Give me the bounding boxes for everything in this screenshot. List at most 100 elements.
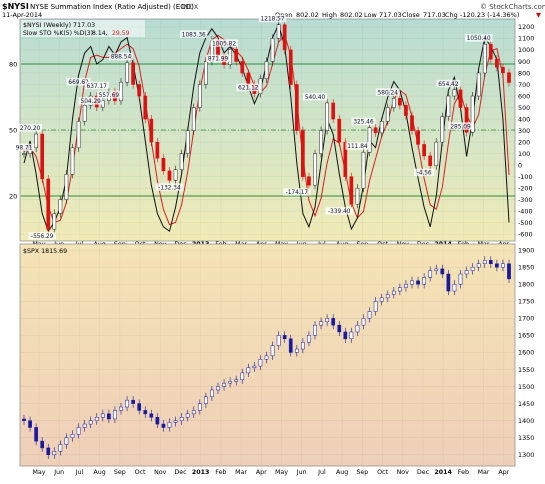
spx-candle xyxy=(452,283,457,292)
x-tick-label: Sep xyxy=(114,469,126,476)
nysi-candle xyxy=(446,95,451,118)
y-tick-label: 1650 xyxy=(518,332,534,340)
nysi-candle xyxy=(404,104,408,116)
open-value: 802.02 xyxy=(296,11,319,19)
annotation-label: 285.09 xyxy=(450,124,471,130)
x-tick-label: 2013 xyxy=(192,469,210,476)
spx-candle xyxy=(234,379,239,382)
spx-candle xyxy=(379,297,384,302)
spx-candle xyxy=(167,422,172,428)
spx-candle xyxy=(398,287,402,292)
spx-candle xyxy=(246,367,251,374)
nysi-candle xyxy=(507,72,511,83)
nysi-candle xyxy=(76,121,81,149)
spx-candle xyxy=(179,416,184,421)
spx-candle xyxy=(282,335,287,340)
spx-candle xyxy=(52,451,57,456)
legend-nysi: $NYSI (Weekly) 717.03 xyxy=(23,22,95,29)
annotation-label: -339.40 xyxy=(328,209,351,215)
spx-candle xyxy=(488,260,493,265)
close-value: 717.03 xyxy=(423,11,446,19)
y-tick-label: 1800 xyxy=(518,281,534,289)
y-tick-label: 0 xyxy=(518,161,522,169)
nysi-candle xyxy=(155,141,160,159)
sto-tick-label: 50 xyxy=(9,127,17,135)
nysi-candle xyxy=(355,187,360,205)
legend-sto-d: 29.59 xyxy=(112,30,130,37)
spx-candle xyxy=(319,321,323,326)
spx-candle xyxy=(495,263,499,268)
nysi-candle xyxy=(137,84,142,97)
annotation-bg xyxy=(206,54,230,63)
annotation-label: -556.29 xyxy=(31,234,54,240)
spx-candle xyxy=(367,311,372,319)
nysi-candle xyxy=(270,38,275,62)
nysi-candle xyxy=(191,107,196,131)
nysi-candle xyxy=(495,58,499,68)
legend-sto-k: 8.14, xyxy=(92,30,108,37)
nysi-candle xyxy=(167,170,172,181)
spx-candle xyxy=(46,447,51,456)
nysi-candle xyxy=(452,89,457,97)
spx-candle xyxy=(307,335,311,343)
nysi-candle xyxy=(307,176,311,186)
annotation-bg xyxy=(155,183,184,191)
spx-candle xyxy=(313,324,317,336)
annotation-bg xyxy=(325,207,353,215)
spx-candle xyxy=(252,365,257,369)
spx-panel xyxy=(19,243,516,467)
exchange: INDX xyxy=(182,3,199,11)
symbol: $NYSI xyxy=(2,2,29,11)
x-tick-label: Mar xyxy=(478,469,490,476)
spx-candle xyxy=(28,420,32,428)
annotation-label: 111.84 xyxy=(347,144,368,150)
spx-candle xyxy=(113,410,117,420)
nysi-candle xyxy=(319,130,323,154)
spx-candle xyxy=(464,270,469,275)
nysi-candle xyxy=(131,62,135,85)
nysi-candle xyxy=(282,24,287,51)
legend-spx: $SPX 1815.69 xyxy=(23,248,67,255)
annotation-label: 871.99 xyxy=(208,57,229,63)
spx-candle xyxy=(125,399,129,408)
spx-candle xyxy=(82,423,87,428)
annotation-label: 540.40 xyxy=(305,95,326,101)
spx-candle xyxy=(331,318,336,326)
nysi-candle xyxy=(398,98,402,106)
nysi-candle xyxy=(22,153,26,155)
x-tick-label: Jun xyxy=(53,469,64,476)
nysi-candle xyxy=(470,95,475,133)
spx-candle xyxy=(22,418,26,421)
y-tick-label: -500 xyxy=(518,219,533,227)
annotation-label: 1050.40 xyxy=(467,36,491,42)
nysi-candle xyxy=(246,72,251,85)
x-tick-label: 2014 xyxy=(434,469,452,476)
spx-candle xyxy=(88,420,93,425)
nysi-candle xyxy=(361,151,366,189)
y-tick-label: 300 xyxy=(518,127,530,135)
nysi-candle xyxy=(40,133,45,180)
nysi-candle xyxy=(464,107,469,133)
annotation-bg xyxy=(448,122,473,130)
annotation-bg xyxy=(436,79,461,88)
x-tick-label: Mar xyxy=(235,469,247,476)
spx-candle xyxy=(40,440,45,449)
sto-tick-label: 80 xyxy=(9,61,17,69)
annotation-bg xyxy=(464,34,493,42)
x-tick-label: Sep xyxy=(356,469,368,476)
nysi-candle xyxy=(58,199,63,214)
spx-candle xyxy=(361,318,366,326)
y-tick-label: -400 xyxy=(518,208,533,216)
spx-candle xyxy=(76,427,81,435)
y-tick-label: -600 xyxy=(518,231,533,239)
x-tick-label: Aug xyxy=(336,469,348,476)
spx-candle xyxy=(373,301,378,312)
nysi-candle xyxy=(337,118,342,143)
annotation-label: 669.62 xyxy=(68,80,89,86)
y-tick-label: 1700 xyxy=(518,315,534,323)
sto-tick-label: 20 xyxy=(9,193,17,201)
legend-sto: Slow STO %K(5) %D(3) xyxy=(23,30,93,37)
annotation-label: 98.71 xyxy=(16,146,33,152)
y-tick-label: 1550 xyxy=(518,366,534,374)
